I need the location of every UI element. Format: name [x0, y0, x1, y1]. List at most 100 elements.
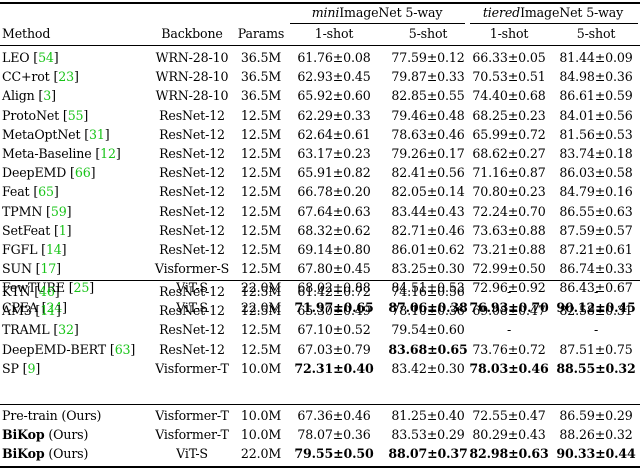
- table-row: Meta-Baseline [12] ResNet-12 12.5M 63.17±0.…: [0, 144, 640, 164]
- params-cell: 22.0M: [240, 446, 282, 462]
- method-name: BiKop (Ours): [2, 444, 88, 464]
- accuracy-cell: 65.92±0.60: [297, 88, 371, 104]
- accuracy-cell: 61.76±0.08: [297, 50, 371, 65]
- citation-link[interactable]: 63: [114, 341, 131, 357]
- mini-5shot-header: 5-shot: [408, 26, 448, 41]
- table-row: SUN [17] Visformer-S 12.5M 67.80±0.45 83.25±…: [0, 259, 640, 279]
- group2-rule: [0, 404, 640, 405]
- citation-link[interactable]: 12: [100, 146, 116, 161]
- params-cell: 36.5M: [240, 88, 282, 104]
- accuracy-cell: 81.56±0.53: [559, 126, 633, 142]
- backbone-cell: WRN-28-10: [155, 50, 229, 65]
- accuracy-cell: 73.63±0.88: [472, 222, 546, 238]
- params-cell: 10.0M: [240, 408, 282, 423]
- accuracy-cell: 78.03±0.46: [469, 360, 549, 376]
- accuracy-cell: 67.03±0.79: [297, 341, 371, 357]
- params-cell: 36.5M: [240, 69, 282, 85]
- accuracy-cell: 86.43±0.67: [559, 280, 633, 296]
- params-cell: 12.5M: [240, 303, 282, 319]
- backbone-cell: ResNet-12: [159, 165, 225, 181]
- accuracy-cell: 86.03±0.58: [559, 165, 633, 181]
- backbone-cell: WRN-28-10: [155, 69, 229, 85]
- citation-link[interactable]: 59: [50, 203, 67, 219]
- backbone-cell: Visformer-T: [155, 360, 229, 376]
- accuracy-cell: 90.33±0.44: [556, 446, 636, 462]
- method-name: TRAML [32]: [2, 322, 79, 338]
- citation-link[interactable]: 32: [58, 322, 74, 338]
- backbone-cell: ResNet-12: [159, 222, 225, 238]
- citation-link[interactable]: 23: [58, 69, 74, 85]
- backbone-cell: ResNet-12: [159, 284, 225, 299]
- backbone-cell: ViT-S: [176, 299, 208, 315]
- accuracy-cell: 82.71±0.46: [391, 222, 465, 238]
- method-name: ProtoNet [55]: [2, 107, 89, 123]
- method-name-text: TPMN: [2, 203, 43, 219]
- citation-link[interactable]: 1: [58, 222, 67, 238]
- table-row: FewTURE [25] ViT-S 22.0M 68.02±0.88 84.51±0.…: [0, 278, 640, 298]
- top-rule: [0, 2, 640, 4]
- citation-link[interactable]: 66: [74, 165, 91, 181]
- method-name: CC+rot [23]: [2, 69, 79, 85]
- method-name: FGFL [14]: [2, 242, 67, 257]
- citation-link[interactable]: 25: [73, 280, 90, 296]
- table-row: CPEA [24] ViT-S 22.0M 71.97±0.65 87.06±0.38 7…: [0, 298, 640, 318]
- accuracy-cell: 72.99±0.50: [472, 261, 546, 277]
- accuracy-cell: 81.25±0.40: [391, 408, 465, 423]
- method-name-text: Align: [2, 88, 35, 104]
- tiered-1shot-header: 1-shot: [489, 26, 529, 41]
- citation-link[interactable]: 17: [40, 261, 57, 277]
- citation-link[interactable]: 54: [38, 50, 54, 65]
- citation-link[interactable]: 24: [46, 299, 63, 315]
- accuracy-cell: 77.59±0.12: [391, 50, 465, 65]
- backbone-cell: Visformer-T: [155, 408, 229, 423]
- citation-link[interactable]: 11: [40, 303, 56, 319]
- method-name-text: Pre-train (Ours): [2, 408, 102, 423]
- backbone-cell: ResNet-12: [159, 184, 225, 200]
- citation-link[interactable]: 65: [38, 184, 54, 200]
- backbone-cell: ResNet-12: [159, 341, 225, 357]
- method-name-text: SetFeat: [2, 222, 51, 238]
- accuracy-cell: -: [593, 284, 599, 299]
- citation-link[interactable]: 31: [89, 126, 105, 142]
- params-cell: 12.5M: [240, 184, 282, 200]
- params-cell: 12.5M: [240, 261, 282, 277]
- accuracy-cell: 86.55±0.63: [559, 203, 633, 219]
- accuracy-cell: 73.21±0.88: [472, 242, 546, 257]
- accuracy-cell: 88.55±0.32: [556, 360, 636, 376]
- accuracy-cell: 90.12±0.45: [556, 299, 636, 315]
- tiered-imagenet-header: tieredImageNet 5-way: [482, 5, 624, 20]
- accuracy-cell: 67.10±0.52: [297, 322, 371, 338]
- method-name: SP [9]: [2, 360, 41, 376]
- accuracy-cell: 86.61±0.59: [559, 88, 633, 104]
- backbone-cell: WRN-28-10: [155, 88, 229, 104]
- accuracy-cell: 72.24±0.70: [472, 203, 546, 219]
- citation-link[interactable]: 46: [39, 284, 55, 299]
- params-cell: 12.5M: [240, 165, 282, 181]
- accuracy-cell: 82.41±0.56: [391, 165, 465, 181]
- table-row: Align [3] WRN-28-10 36.5M 65.92±0.60 82.85±0…: [0, 86, 640, 106]
- citation-link[interactable]: 55: [67, 107, 84, 123]
- backbone-cell: Visformer-T: [155, 427, 229, 443]
- citation-link[interactable]: 3: [43, 88, 52, 104]
- method-name-text: CPEA: [2, 299, 38, 315]
- params-cell: 12.5M: [240, 203, 282, 219]
- method-name-text: Meta-Baseline: [2, 146, 92, 161]
- accuracy-cell: 82.98±0.63: [469, 446, 549, 462]
- method-name-text: DeepEMD: [2, 165, 67, 181]
- table-row: SetFeat [1] ResNet-12 12.5M 68.32±0.62 82.71…: [0, 221, 640, 241]
- method-name: MetaOptNet [31]: [2, 126, 110, 142]
- method-name: SUN [17]: [2, 261, 61, 277]
- tiered-5shot-header: 5-shot: [576, 26, 616, 41]
- method-name: Align [3]: [2, 88, 56, 104]
- method-name-text: (Ours): [44, 446, 89, 462]
- accuracy-cell: 83.74±0.18: [559, 146, 633, 161]
- table-row: AM3 [11] ResNet-12 12.5M 65.30±0.49 78.10±0.…: [0, 301, 640, 321]
- method-name-bold: BiKop: [2, 446, 45, 462]
- citation-link[interactable]: 9: [27, 360, 36, 376]
- citation-link[interactable]: 14: [45, 242, 62, 257]
- accuracy-cell: 84.79±0.16: [559, 184, 633, 200]
- accuracy-cell: 78.10±0.36: [391, 303, 465, 319]
- accuracy-cell: 79.55±0.50: [294, 446, 374, 462]
- table-row: TRAML [32] ResNet-12 12.5M 67.10±0.52 79.54±…: [0, 320, 640, 340]
- accuracy-cell: 67.80±0.45: [297, 261, 371, 277]
